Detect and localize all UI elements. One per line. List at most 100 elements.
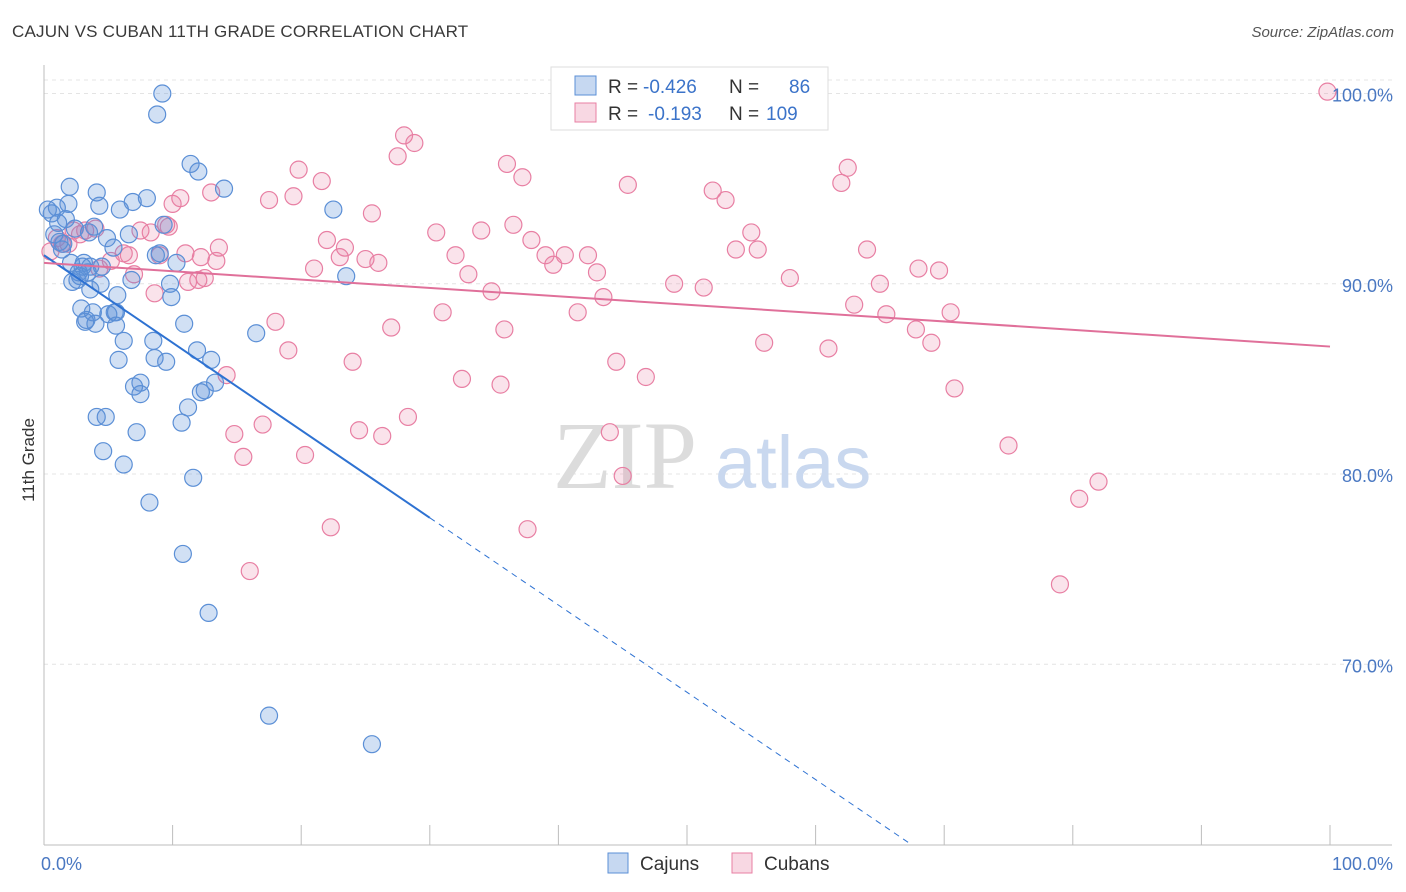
cajun-point-84 bbox=[91, 274, 110, 293]
cajun-point-75 bbox=[324, 200, 343, 219]
cuban-point-68 bbox=[513, 168, 532, 187]
cuban-n-value: 109 bbox=[766, 104, 798, 125]
cuban-point-105 bbox=[999, 436, 1018, 455]
series-legend: Cajuns Cubans bbox=[607, 852, 830, 875]
cuban-point-79 bbox=[607, 352, 626, 371]
cajun-r-value: -0.426 bbox=[643, 77, 697, 98]
cuban-point-71 bbox=[536, 246, 555, 265]
cuban-point-80 bbox=[613, 466, 632, 486]
cuban-point-27 bbox=[207, 251, 226, 271]
cuban-point-53 bbox=[388, 147, 407, 166]
cuban-point-50 bbox=[369, 253, 388, 272]
y-axis-title: 11th Grade bbox=[19, 418, 38, 502]
cajun-point-32 bbox=[104, 238, 123, 257]
cajun-point-46 bbox=[131, 373, 150, 392]
cajun-point-24 bbox=[86, 314, 105, 333]
cuban-point-32 bbox=[240, 561, 259, 581]
cuban-point-60 bbox=[459, 265, 478, 284]
cajun-point-55 bbox=[154, 215, 173, 234]
cuban-point-81 bbox=[618, 175, 637, 194]
cajun-point-74 bbox=[259, 706, 279, 725]
trend-lines bbox=[43, 254, 1331, 846]
cuban-point-109 bbox=[1318, 82, 1337, 101]
cajun-point-29 bbox=[97, 229, 117, 248]
axes bbox=[43, 65, 1392, 846]
y-tick-label-0: 70.0% bbox=[1342, 656, 1393, 676]
cuban-point-100 bbox=[909, 259, 928, 278]
cuban-point-42 bbox=[317, 230, 337, 250]
cajun-point-28 bbox=[94, 442, 113, 461]
cuban-point-62 bbox=[472, 221, 491, 240]
cajun-n-label: N = bbox=[729, 77, 759, 98]
cuban-r-value: -0.193 bbox=[648, 104, 702, 125]
cuban-point-75 bbox=[578, 246, 598, 265]
cajuns-points bbox=[38, 84, 382, 754]
cajun-point-7 bbox=[59, 194, 78, 213]
cajun-point-63 bbox=[178, 398, 198, 417]
stats-legend: R = -0.426 N = 86 R = -0.193 N = 109 bbox=[550, 66, 829, 131]
cajun-point-53 bbox=[150, 244, 169, 263]
watermark-zip: ZIP bbox=[553, 402, 697, 509]
cajun-point-56 bbox=[157, 352, 176, 371]
cajun-point-54 bbox=[153, 84, 172, 103]
cajun-point-76 bbox=[337, 267, 356, 286]
cajun-swatch bbox=[574, 75, 597, 96]
cuban-point-30 bbox=[225, 424, 244, 444]
cuban-point-92 bbox=[819, 339, 838, 358]
cuban-point-35 bbox=[266, 312, 285, 331]
cuban-n-label: N = bbox=[729, 104, 759, 125]
cuban-point-67 bbox=[504, 215, 523, 234]
cuban-point-11 bbox=[119, 246, 138, 265]
cajun-point-69 bbox=[199, 603, 218, 623]
cajun-point-26 bbox=[90, 196, 109, 215]
cuban-point-34 bbox=[259, 190, 279, 210]
cajun-point-62 bbox=[175, 314, 194, 333]
cuban-point-61 bbox=[452, 369, 472, 389]
cuban-point-54 bbox=[394, 126, 414, 145]
cuban-point-76 bbox=[587, 263, 607, 282]
cuban-point-93 bbox=[832, 173, 851, 193]
cajun-point-73 bbox=[247, 324, 266, 343]
cuban-point-44 bbox=[330, 248, 349, 267]
cajun-point-82 bbox=[123, 192, 142, 212]
cajun-point-65 bbox=[184, 468, 203, 487]
cuban-point-104 bbox=[945, 379, 964, 398]
cuban-point-51 bbox=[373, 426, 392, 446]
cuban-point-87 bbox=[726, 240, 745, 259]
cuban-point-55 bbox=[398, 407, 418, 427]
cajun-point-49 bbox=[144, 331, 163, 350]
cuban-point-101 bbox=[922, 333, 941, 352]
x-tick-label-0: 0.0% bbox=[41, 854, 82, 874]
cuban-point-85 bbox=[703, 181, 722, 200]
cuban-point-84 bbox=[694, 278, 713, 297]
cuban-point-107 bbox=[1070, 489, 1089, 508]
cuban-point-43 bbox=[321, 518, 340, 537]
cajun-trend-line bbox=[43, 254, 431, 519]
cuban-point-40 bbox=[304, 259, 324, 278]
cuban-point-52 bbox=[382, 318, 401, 337]
cajun-point-22 bbox=[85, 217, 104, 236]
cuban-point-58 bbox=[433, 303, 452, 322]
cuban-point-37 bbox=[284, 187, 303, 206]
cajun-point-78 bbox=[52, 240, 72, 259]
cajun-point-30 bbox=[96, 407, 115, 427]
cuban-point-73 bbox=[555, 246, 574, 265]
source-label: Source: ZipAtlas.com bbox=[1251, 24, 1394, 41]
x-tick-label-1: 100.0% bbox=[1332, 854, 1393, 874]
cuban-r-label: R = bbox=[608, 104, 638, 125]
cuban-swatch bbox=[574, 102, 597, 123]
cajun-point-20 bbox=[81, 280, 100, 299]
cuban-point-95 bbox=[845, 295, 864, 314]
cuban-point-24 bbox=[191, 248, 210, 267]
cuban-point-77 bbox=[594, 287, 613, 307]
cuban-point-106 bbox=[1050, 575, 1070, 594]
cajun-point-60 bbox=[172, 413, 191, 432]
cajun-point-81 bbox=[79, 223, 99, 242]
cuban-point-98 bbox=[877, 305, 896, 324]
cuban-point-88 bbox=[742, 223, 761, 242]
cajun-point-8 bbox=[61, 253, 81, 272]
y-tick-label-2: 90.0% bbox=[1342, 276, 1393, 296]
y-tick-label-1: 80.0% bbox=[1342, 466, 1393, 486]
cuban-point-97 bbox=[870, 274, 890, 293]
